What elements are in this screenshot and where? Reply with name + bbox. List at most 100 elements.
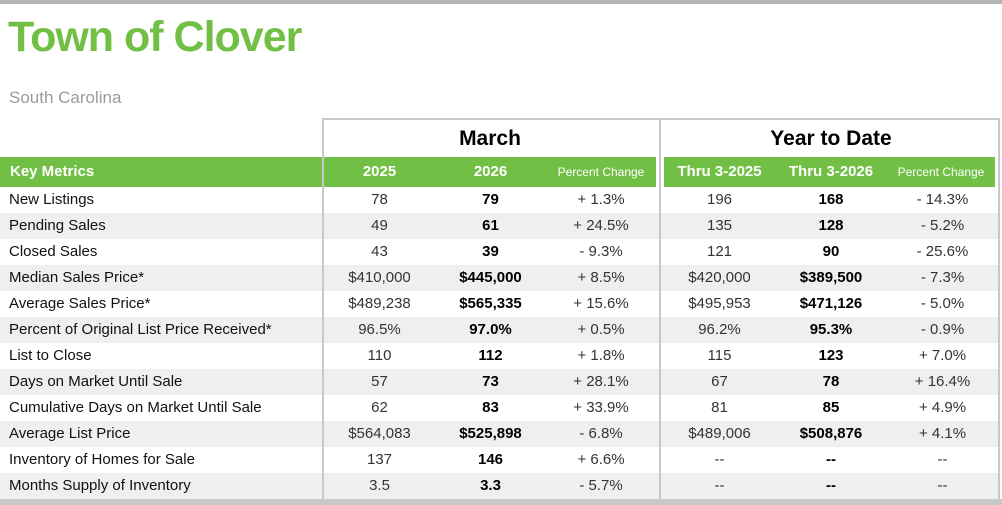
table-row: Median Sales Price* $410,000 $445,000 + 8.5…	[0, 265, 998, 291]
section-divider	[656, 118, 664, 157]
march-group-header: March	[324, 118, 656, 157]
march-2026-value: 61	[435, 213, 546, 239]
table-row: New Listings 78 79 + 1.3% 196 168 - 14.3%	[0, 187, 998, 213]
ytd-2026-value: 85	[822, 399, 840, 416]
ytd-percent-change-value: - 14.3%	[916, 191, 969, 208]
divider-line	[659, 120, 661, 157]
divider-line	[659, 239, 661, 265]
divider-line	[659, 187, 661, 213]
ytd-2026-column-header: Thru 3-2026	[775, 157, 887, 187]
march-2026-value: 79	[482, 191, 499, 208]
divider-line	[659, 317, 661, 343]
section-divider	[656, 369, 664, 395]
divider-line	[659, 395, 661, 421]
march-percent-change-value: + 6.6%	[577, 451, 625, 468]
march-2026-value: 112	[478, 347, 503, 364]
ytd-percent-change-column-header: Percent Change	[887, 157, 998, 187]
group-header-row: March Year to Date	[0, 118, 998, 157]
ytd-2025-value: $489,006	[664, 421, 775, 447]
table-row: List to Close 110 112 + 1.8% 115 123 + 7.0%	[0, 343, 998, 369]
market-report-table: March Year to Date Key Metrics 2025 2026…	[0, 118, 1000, 499]
ytd-group-header: Year to Date	[664, 118, 998, 157]
ytd-percent-change-value: + 4.9%	[918, 399, 967, 416]
divider-line	[659, 447, 661, 473]
ytd-2026-value: $508,876	[775, 421, 887, 447]
section-divider	[656, 291, 664, 317]
ytd-2025-value: 121	[706, 243, 733, 260]
section-divider	[656, 317, 664, 343]
table-row: Inventory of Homes for Sale 137 146 + 6.6% -…	[0, 447, 998, 473]
metric-label: Average List Price	[0, 421, 324, 447]
top-accent-bar	[0, 0, 1002, 4]
ytd-2026-value: $389,500	[775, 265, 887, 291]
page-subtitle: South Carolina	[9, 88, 122, 107]
ytd-percent-change-value: + 7.0%	[918, 347, 967, 364]
march-2026-value: $525,898	[435, 421, 546, 447]
march-2025-value: 96.5%	[324, 317, 435, 343]
march-percent-change-value: + 15.6%	[573, 295, 629, 312]
march-2025-value: 78	[371, 191, 388, 208]
march-percent-change-value: + 0.5%	[546, 317, 656, 343]
ytd-percent-change-value: --	[937, 451, 948, 468]
divider-line	[659, 291, 661, 317]
divider-line	[659, 473, 661, 499]
section-divider	[656, 265, 664, 291]
march-percent-change-value: + 24.5%	[546, 213, 656, 239]
metric-label: Closed Sales	[0, 239, 324, 265]
ytd-2026-value: 90	[822, 243, 840, 260]
section-divider	[656, 187, 664, 213]
march-2026-column-header: 2026	[435, 157, 546, 187]
march-2025-column-header: 2025	[324, 157, 435, 187]
march-2026-value: 146	[477, 451, 504, 468]
column-header-row: Key Metrics 2025 2026 Percent Change Thr…	[0, 157, 998, 187]
metric-label: Percent of Original List Price Received*	[0, 317, 324, 343]
ytd-2026-value: 123	[818, 347, 844, 364]
divider-line	[659, 265, 661, 291]
metric-label: Median Sales Price*	[0, 265, 324, 291]
ytd-percent-change-value: - 7.3%	[887, 265, 998, 291]
march-2026-value: 3.3	[435, 473, 546, 499]
metric-label: Days on Market Until Sale	[0, 369, 324, 395]
ytd-2025-value: 115	[707, 347, 732, 364]
ytd-2025-value: --	[664, 473, 775, 499]
march-2026-value: 39	[482, 243, 499, 260]
table-row: Cumulative Days on Market Until Sale 62 83…	[0, 395, 998, 421]
ytd-percent-change-value: - 0.9%	[887, 317, 998, 343]
section-divider	[656, 343, 664, 369]
march-2025-value: 43	[371, 243, 388, 260]
march-2025-value: 62	[371, 399, 388, 416]
divider-line	[659, 343, 661, 369]
march-2026-value: 83	[482, 399, 499, 416]
march-percent-change-value: + 33.9%	[573, 399, 629, 416]
ytd-2026-value: $471,126	[799, 295, 863, 312]
ytd-2026-value: 78	[775, 369, 887, 395]
ytd-percent-change-value: + 4.1%	[887, 421, 998, 447]
metric-label: New Listings	[0, 187, 324, 213]
section-divider	[656, 473, 664, 499]
divider-line	[659, 369, 661, 395]
table-row: Average List Price $564,083 $525,898- 6.8%…	[0, 421, 998, 447]
divider-line	[659, 213, 661, 239]
march-2025-value: 49	[324, 213, 435, 239]
section-divider	[656, 213, 664, 239]
ytd-percent-change-value: - 5.2%	[887, 213, 998, 239]
march-2025-value: 137	[366, 451, 393, 468]
divider-line	[659, 421, 661, 447]
key-metrics-header: Key Metrics	[0, 157, 324, 187]
ytd-percent-change-value: --	[887, 473, 998, 499]
ytd-2025-value: 81	[711, 399, 728, 416]
march-2025-value: 110	[367, 347, 392, 364]
ytd-2026-value: 95.3%	[775, 317, 887, 343]
section-divider	[656, 447, 664, 473]
march-percent-change-value: + 1.3%	[577, 191, 625, 208]
ytd-2026-value: --	[775, 473, 887, 499]
metric-label: Months Supply of Inventory	[0, 473, 324, 499]
divider-line	[659, 157, 661, 187]
section-divider	[656, 157, 664, 187]
metric-label: Cumulative Days on Market Until Sale	[0, 395, 324, 421]
march-2026-value: 97.0%	[435, 317, 546, 343]
metric-label: Average Sales Price*	[0, 291, 324, 317]
ytd-percent-change-value: + 16.4%	[887, 369, 998, 395]
march-percent-change-value: - 5.7%	[546, 473, 656, 499]
march-2025-value: 57	[324, 369, 435, 395]
